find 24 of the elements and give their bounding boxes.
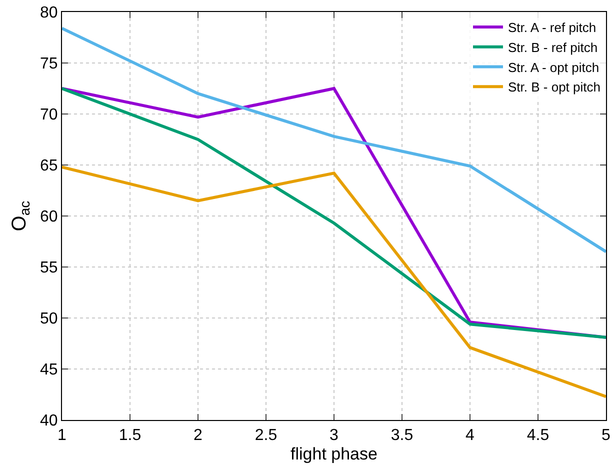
- legend-label: Str. B - opt pitch: [508, 80, 600, 95]
- y-tick-label: 50: [40, 310, 58, 328]
- x-tick-label: 2: [194, 427, 203, 444]
- x-tick-label: 3: [330, 427, 339, 444]
- y-tick-label: 80: [40, 4, 58, 22]
- y-tick-label: 60: [40, 208, 58, 226]
- y-tick-label: 75: [40, 56, 58, 73]
- x-tick-label: 4: [466, 427, 475, 444]
- y-tick-label: 45: [40, 362, 58, 379]
- y-tick-label: 65: [40, 158, 58, 175]
- x-tick-label: 5: [602, 427, 611, 444]
- x-tick-label: 1: [58, 427, 67, 444]
- y-tick-label: 55: [40, 260, 58, 277]
- y-tick-label: 40: [40, 412, 58, 430]
- x-axis-title: flight phase: [290, 444, 378, 464]
- x-tick-label: 4.5: [526, 427, 550, 444]
- x-tick-label: 3.5: [390, 427, 414, 444]
- legend-label: Str. A - ref pitch: [508, 20, 596, 36]
- y-tick-label: 70: [40, 106, 58, 124]
- x-tick-label: 1.5: [118, 427, 142, 444]
- legend-label: Str. A - opt pitch: [508, 60, 600, 75]
- legend-label: Str. B - ref pitch: [508, 40, 598, 55]
- x-tick-label: 2.5: [254, 427, 278, 444]
- line-series: [62, 166, 606, 398]
